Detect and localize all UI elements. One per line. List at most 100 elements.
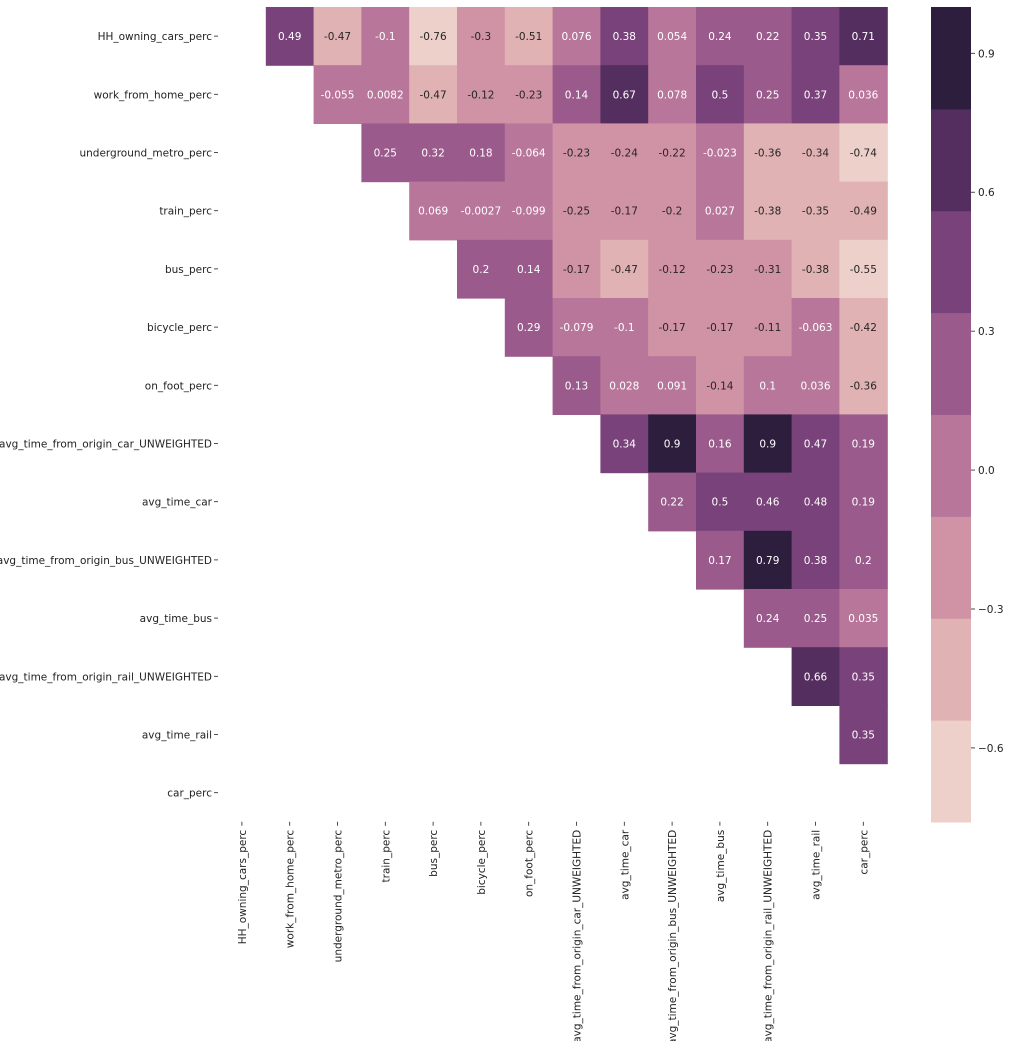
heatmap-cell <box>696 7 745 66</box>
x-tick-label: HH_owning_cars_perc <box>237 830 249 945</box>
x-tick-label: train_perc <box>380 830 392 883</box>
heatmap-cell <box>791 472 840 532</box>
cell-value-label: 0.34 <box>613 439 637 451</box>
heatmap-cell <box>791 239 840 299</box>
heatmap-cell <box>696 181 745 241</box>
heatmap-cell <box>600 181 649 241</box>
cell-value-label: -0.1 <box>375 31 396 43</box>
cell-value-label: 0.027 <box>705 206 735 218</box>
cell-value-label: 0.14 <box>517 264 541 276</box>
heatmap-cell <box>648 7 697 66</box>
x-tick-label: avg_time_car <box>619 829 631 900</box>
cell-value-label: 0.5 <box>712 497 729 509</box>
heatmap-cell <box>504 239 554 299</box>
x-tick-label: avg_time_from_origin_bus_UNWEIGHTED <box>667 830 679 1041</box>
heatmap-cell <box>839 414 888 474</box>
y-tick-label: HH_owning_cars_perc <box>98 31 213 43</box>
heatmap-cell <box>791 123 840 183</box>
cell-value-label: -0.74 <box>850 148 877 160</box>
cell-value-label: 0.49 <box>278 31 301 43</box>
cell-value-label: -0.3 <box>471 31 492 43</box>
colorbar-segment <box>931 414 971 517</box>
heatmap-cell <box>552 356 601 415</box>
x-tick-label: on_foot_perc <box>524 830 536 897</box>
y-tick-label: avg_time_from_origin_car_UNWEIGHTED <box>0 439 212 451</box>
colorbar-tick-label: 0.0 <box>978 465 995 477</box>
heatmap-cell <box>839 647 888 706</box>
heatmap-cell <box>839 530 888 590</box>
colorbar: −0.6 −0.3 0.0 0.3 0.6 0.9 <box>931 7 1004 823</box>
cell-value-label: 0.054 <box>657 31 687 43</box>
cell-value-label: 0.66 <box>804 671 828 683</box>
cell-value-label: -0.76 <box>420 31 447 43</box>
cell-value-label: 0.35 <box>852 671 875 683</box>
cell-value-label: -0.51 <box>515 31 542 43</box>
heatmap-cell <box>648 123 697 183</box>
cell-value-label: -0.38 <box>802 264 829 276</box>
y-tick-label: bicycle_perc <box>147 322 212 334</box>
cell-value-label: 0.29 <box>517 322 540 334</box>
heatmap-cell <box>504 65 554 124</box>
colorbar-segment <box>931 516 971 619</box>
y-tick-label: avg_time_bus <box>140 613 212 625</box>
heatmap-cell <box>504 181 554 241</box>
heatmap-cell <box>409 123 458 183</box>
heatmap-cell <box>648 239 697 299</box>
cell-value-label: -0.11 <box>754 322 781 334</box>
cell-value-label: 0.16 <box>708 439 732 451</box>
cell-value-label: 0.18 <box>469 148 492 160</box>
x-tick-label: avg_time_from_origin_rail_UNWEIGHTED <box>763 830 775 1041</box>
cell-value-label: -0.17 <box>611 206 638 218</box>
y-tick-label: on_foot_perc <box>145 380 212 392</box>
heatmap-cell <box>552 65 601 124</box>
heatmap-cell <box>839 239 888 299</box>
heatmap-cell <box>743 414 793 474</box>
heatmap-cell <box>457 7 506 66</box>
cell-value-label: 0.25 <box>374 148 397 160</box>
cell-value-label: -0.2 <box>662 206 683 218</box>
heatmap-cell <box>265 7 315 66</box>
heatmap-cell <box>552 239 601 299</box>
cell-value-label: 0.25 <box>804 613 827 625</box>
cell-value-label: 0.19 <box>852 439 875 451</box>
x-tick-label: underground_metro_perc <box>333 830 345 963</box>
heatmap-cell <box>409 7 458 66</box>
heatmap-cell <box>743 530 793 590</box>
heatmap-cell <box>743 472 793 532</box>
cell-value-label: -0.055 <box>321 89 355 101</box>
cell-value-label: -0.31 <box>754 264 781 276</box>
cell-value-label: 0.13 <box>565 380 588 392</box>
cell-value-label: -0.099 <box>512 206 546 218</box>
heatmap-cell <box>552 181 601 241</box>
heatmap-cell <box>504 123 554 183</box>
heatmap-cell <box>743 356 793 415</box>
heatmap-cell <box>457 123 506 183</box>
cell-value-label: -0.17 <box>659 322 686 334</box>
cell-value-label: 0.069 <box>418 206 448 218</box>
cell-value-label: -0.38 <box>754 206 781 218</box>
cell-value-label: 0.47 <box>804 439 827 451</box>
heatmap-cell <box>839 705 888 765</box>
cell-value-label: -0.0027 <box>461 206 502 218</box>
x-tick-label: work_from_home_perc <box>285 830 297 949</box>
heatmap-cell <box>743 65 793 124</box>
heatmap-cell <box>791 414 840 474</box>
heatmap-cell <box>839 123 888 183</box>
cell-value-label: -0.14 <box>706 380 733 392</box>
cell-value-label: -0.063 <box>799 322 833 334</box>
heatmap-cell <box>791 530 840 590</box>
cell-value-label: 0.035 <box>848 613 878 625</box>
heatmap-cell <box>552 298 601 357</box>
heatmap-cell <box>743 123 793 183</box>
cell-value-label: 0.32 <box>421 148 444 160</box>
cell-value-label: 0.028 <box>609 380 639 392</box>
heatmap-cell <box>648 65 697 124</box>
heatmap-cell <box>361 7 410 66</box>
cell-value-label: 0.71 <box>852 31 875 43</box>
cell-value-label: 0.5 <box>712 89 729 101</box>
cell-value-label: 0.0082 <box>367 89 404 101</box>
cell-value-label: 0.078 <box>657 89 687 101</box>
cell-value-label: -0.49 <box>850 206 877 218</box>
cell-value-label: -0.23 <box>706 264 733 276</box>
